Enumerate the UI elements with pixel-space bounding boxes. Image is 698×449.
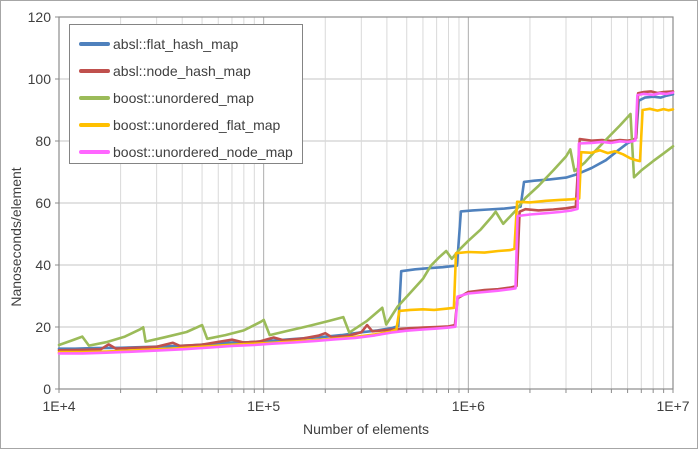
x-tick-label: 1E+7	[656, 398, 690, 414]
y-tick-label: 20	[35, 319, 51, 335]
legend-swatch	[79, 68, 110, 73]
legend-swatch	[79, 122, 110, 127]
legend-label: absl::node_hash_map	[113, 62, 251, 79]
legend-swatch	[79, 149, 110, 154]
y-tick-label: 60	[35, 195, 51, 211]
legend-item: absl::flat_hash_map	[79, 30, 302, 57]
series-line	[57, 90, 675, 352]
legend-swatch	[79, 41, 110, 46]
x-tick-label: 1E+4	[42, 398, 76, 414]
legend-item: boost::unordered_flat_map	[79, 111, 302, 138]
y-axis-title: Nanoseconds/element	[8, 167, 24, 307]
x-axis-title: Number of elements	[302, 421, 430, 437]
legend-label: boost::unordered_map	[113, 89, 254, 106]
legend-swatch	[79, 95, 110, 100]
series-line	[57, 91, 675, 355]
legend-item: boost::unordered_node_map	[79, 138, 302, 165]
x-tick-label: 1E+5	[247, 398, 281, 414]
legend-item: boost::unordered_map	[79, 84, 302, 111]
plot-border	[58, 16, 674, 390]
y-tick-label: 100	[27, 71, 51, 87]
legend-label: absl::flat_hash_map	[113, 35, 239, 52]
legend-item: absl::node_hash_map	[79, 57, 302, 84]
legend-label: boost::unordered_node_map	[113, 143, 293, 160]
y-tick-label: 40	[35, 257, 51, 273]
legend-label: boost::unordered_flat_map	[113, 116, 281, 133]
y-tick-label: 80	[35, 133, 51, 149]
y-tick-label: 120	[27, 9, 51, 25]
y-tick-label: 0	[43, 381, 51, 397]
series-line	[57, 112, 675, 347]
x-tick-label: 1E+6	[451, 398, 485, 414]
